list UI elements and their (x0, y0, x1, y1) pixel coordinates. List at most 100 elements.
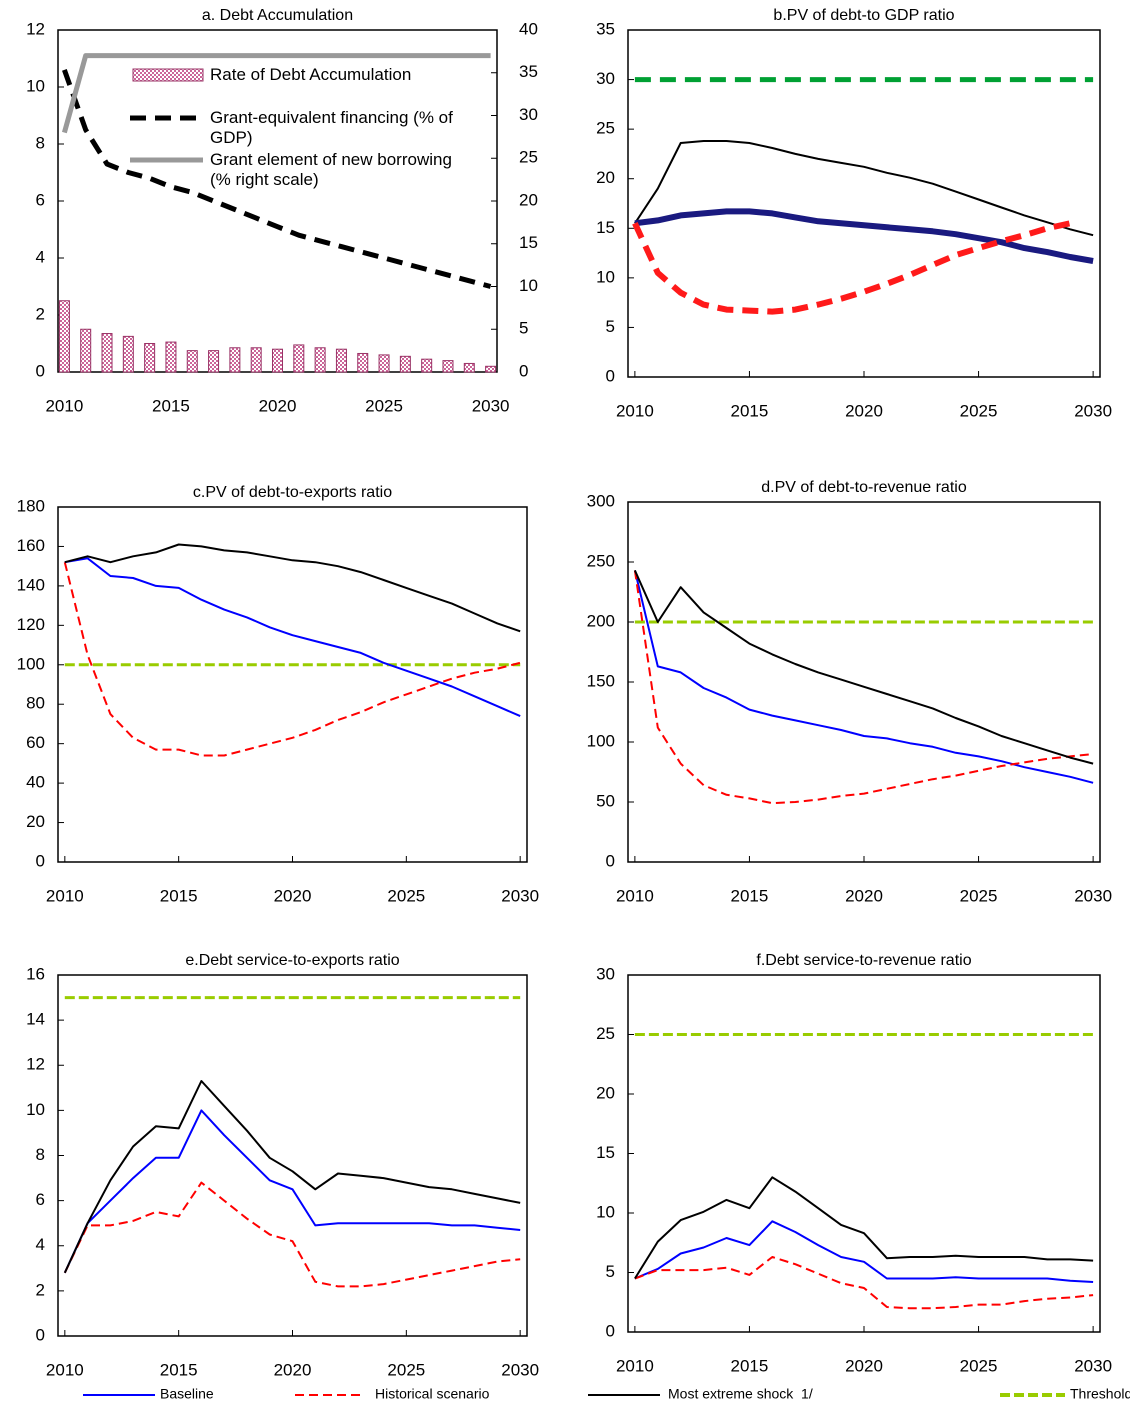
x-tick-label: 2015 (160, 1360, 198, 1379)
y-tick-label: 180 (17, 496, 45, 515)
y-tick-label: 6 (36, 1190, 45, 1209)
y2-tick-label: 30 (519, 105, 538, 124)
y-tick-label: 5 (606, 317, 615, 336)
series-line (633, 570, 1094, 784)
x-tick-label: 2010 (45, 396, 83, 415)
y-tick-label: 120 (17, 615, 45, 634)
series-line (61, 53, 491, 134)
x-tick-label: 2030 (1074, 1356, 1112, 1375)
legend-label: Threshold (1070, 1386, 1130, 1402)
y-tick-label: 140 (17, 575, 45, 594)
y-tick-label: 30 (596, 69, 615, 88)
y-tick-label: 40 (26, 773, 45, 792)
y-tick-label: 200 (587, 611, 615, 630)
x-tick-label: 2015 (731, 886, 769, 905)
y-tick-label: 0 (606, 851, 615, 870)
y-tick-label: 10 (26, 1100, 45, 1119)
bar (229, 347, 241, 373)
chart-title: d.PV of debt-to-revenue ratio (761, 479, 967, 496)
y-tick-label: 250 (587, 551, 615, 570)
y-tick-label: 8 (36, 133, 45, 152)
x-tick-label: 2020 (274, 886, 312, 905)
y-tick-label: 5 (606, 1262, 615, 1281)
chart-title: c.PV of debt-to-exports ratio (193, 484, 392, 501)
x-tick-label: 2025 (960, 1356, 998, 1375)
x-tick-label: 2020 (259, 396, 297, 415)
bar (250, 347, 262, 373)
y-tick-label: 30 (596, 964, 615, 983)
x-tick-label: 2025 (387, 1360, 425, 1379)
y-tick-label: 2 (36, 304, 45, 323)
y-tick-label: 4 (36, 247, 45, 266)
y-tick-label: 100 (587, 731, 615, 750)
legend-label: Baseline (160, 1386, 214, 1402)
x-tick-label: 2025 (960, 886, 998, 905)
y2-tick-label: 35 (519, 62, 538, 81)
series-line (634, 1256, 1094, 1310)
y-tick-label: 0 (36, 361, 45, 380)
bar (101, 333, 113, 373)
x-tick-label: 2030 (501, 1360, 539, 1379)
x-tick-label: 2025 (960, 401, 998, 420)
bar (421, 358, 433, 373)
y2-tick-label: 40 (519, 19, 538, 38)
y-tick-label: 16 (26, 964, 45, 983)
x-tick-label: 2010 (46, 1360, 84, 1379)
legend-label: Historical scenario (375, 1386, 490, 1402)
series-line (634, 208, 1094, 264)
series-line (632, 220, 1071, 315)
series-line (63, 1109, 521, 1274)
y-tick-label: 35 (596, 19, 615, 38)
y2-tick-label: 15 (519, 233, 538, 252)
y-tick-label: 15 (596, 1143, 615, 1162)
bar (399, 355, 411, 373)
series-line (63, 1181, 521, 1288)
y-tick-label: 150 (587, 671, 615, 690)
plot-frame (627, 501, 1101, 863)
bar (442, 360, 454, 373)
x-tick-label: 2010 (46, 886, 84, 905)
y-tick-label: 15 (596, 218, 615, 237)
x-tick-label: 2020 (845, 401, 883, 420)
y-tick-label: 300 (587, 491, 615, 510)
bar (80, 328, 92, 373)
y-tick-label: 2 (36, 1280, 45, 1299)
y-tick-label: 60 (26, 733, 45, 752)
y-tick-label: 8 (36, 1145, 45, 1164)
x-tick-label: 2025 (387, 886, 425, 905)
x-tick-label: 2025 (365, 396, 403, 415)
x-tick-label: 2015 (160, 886, 198, 905)
y-tick-label: 10 (26, 76, 45, 95)
bar (186, 350, 198, 373)
y-tick-label: 10 (596, 1202, 615, 1221)
legend-label: Grant element of new borrowing (% right … (210, 150, 452, 189)
legend-label: Most extreme shock 1/ (668, 1386, 813, 1402)
y-tick-label: 20 (26, 812, 45, 831)
bar (208, 350, 220, 373)
y-tick-label: 12 (26, 1055, 45, 1074)
y2-tick-label: 10 (519, 276, 538, 295)
y-tick-label: 20 (596, 1083, 615, 1102)
bar (272, 348, 283, 373)
bar (165, 341, 177, 373)
y-tick-label: 0 (606, 1321, 615, 1340)
bar (485, 365, 497, 373)
series-line (62, 69, 492, 289)
plot-frame (57, 974, 528, 1337)
x-tick-label: 2020 (845, 1356, 883, 1375)
chart-title: f.Debt service-to-revenue ratio (756, 952, 971, 969)
series-line (63, 561, 521, 757)
x-tick-label: 2030 (472, 396, 510, 415)
bar (58, 300, 70, 373)
series-line (634, 1220, 1094, 1283)
x-tick-label: 2010 (616, 1356, 654, 1375)
bar (122, 335, 134, 373)
x-tick-label: 2020 (845, 886, 883, 905)
y-tick-label: 100 (17, 654, 45, 673)
chart-title: e.Debt service-to-exports ratio (185, 952, 399, 969)
y-tick-label: 4 (36, 1235, 45, 1254)
x-tick-label: 2030 (1074, 886, 1112, 905)
y-tick-label: 0 (36, 1325, 45, 1344)
